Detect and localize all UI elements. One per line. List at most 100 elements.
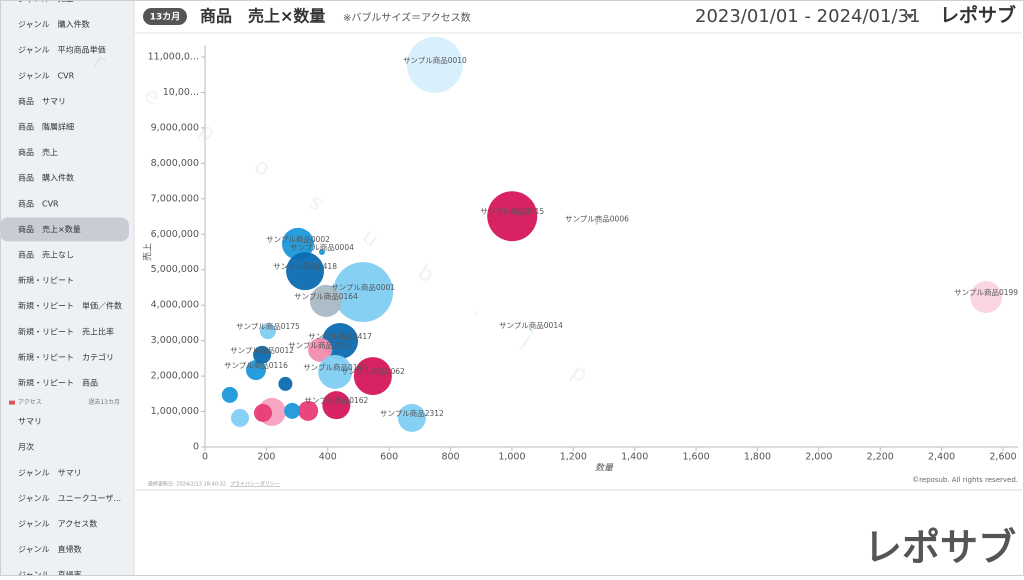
- bubble-label: サンプル商品0014: [499, 320, 563, 330]
- bubble[interactable]: [284, 402, 301, 419]
- menu-item[interactable]: ジャンル 直帰数: [18, 544, 82, 554]
- menu-item[interactable]: 新規・リピート 単価／件数: [18, 301, 122, 311]
- menu-item[interactable]: ジャンル 平均商品単価: [18, 45, 106, 55]
- dropdown-arrow[interactable]: [906, 14, 914, 19]
- bubble-label: サンプル商品0164: [294, 291, 358, 301]
- y-tick-label: 7,000,000: [151, 193, 199, 204]
- menu-item[interactable]: 商品 売上: [18, 147, 58, 157]
- bubble[interactable]: [259, 323, 276, 340]
- bubble[interactable]: [318, 249, 325, 255]
- bubble[interactable]: [286, 252, 325, 291]
- bubble[interactable]: [333, 262, 394, 323]
- bubble[interactable]: [254, 403, 273, 422]
- date-range[interactable]: 2023/01/01 - 2024/01/31: [695, 6, 920, 27]
- sidebar: [0, 0, 134, 576]
- x-tick-label: 2,600: [989, 452, 1016, 463]
- menu-item[interactable]: ジャンル 直帰率: [18, 570, 82, 580]
- menu-item[interactable]: ジャンル 購入件数: [18, 19, 90, 29]
- bubble[interactable]: [397, 403, 426, 432]
- menu-item[interactable]: 商品 購入件数: [18, 173, 74, 183]
- x-axis-title: 数量: [595, 463, 614, 474]
- bubble-label: サンプル商品0199: [954, 287, 1018, 297]
- page-title: 商品 売上×数量: [200, 7, 325, 26]
- y-tick-label: 0: [193, 442, 199, 453]
- bubble-label: サンプル商品0418: [273, 261, 337, 271]
- bubble[interactable]: [309, 284, 342, 317]
- bubble[interactable]: [281, 227, 314, 260]
- x-tick-label: 200: [257, 452, 275, 463]
- badge-text: 13カ月: [150, 12, 181, 23]
- menu-item[interactable]: 商品 サマリ: [18, 96, 66, 106]
- bubble[interactable]: [308, 337, 333, 362]
- x-tick-label: 400: [319, 452, 337, 463]
- x-tick-label: 0: [202, 452, 208, 463]
- bubble-chart: 0 1,000,000 2,000,000 3,000,000 4,000,000 5,0…: [142, 36, 1018, 474]
- menu-item[interactable]: 商品 売上×数量: [18, 224, 81, 234]
- x-tick-label: 800: [441, 452, 459, 463]
- menu-item[interactable]: ジャンル 売上: [18, 0, 74, 4]
- bubble[interactable]: [221, 386, 238, 403]
- menu-item[interactable]: 新規・リピート 商品: [18, 378, 98, 388]
- menu-item[interactable]: 商品 CVR: [18, 198, 59, 208]
- privacy-link[interactable]: プライバシーポリシー: [230, 481, 280, 488]
- bubble-label: サンプル商品0006: [565, 214, 629, 224]
- menu-item[interactable]: サマリ: [18, 417, 42, 426]
- menu-item[interactable]: 新規・リピート カテゴリ: [18, 352, 114, 362]
- copyright: ©reposub. All rights reserved.: [912, 476, 1018, 484]
- menu-item[interactable]: ジャンル ユニークユーザ...: [18, 494, 121, 503]
- menu-item[interactable]: ジャンル CVR: [18, 71, 75, 80]
- menu-item[interactable]: ジャンル サマリ: [18, 468, 82, 477]
- menu-item[interactable]: 新規・リピート 売上比率: [18, 326, 114, 336]
- bubble[interactable]: [230, 408, 249, 427]
- bubble[interactable]: [253, 345, 272, 364]
- badge: [143, 8, 187, 25]
- bubble-label: サンプル商品0417: [308, 331, 372, 341]
- bubble[interactable]: [487, 191, 538, 242]
- bubble[interactable]: [970, 281, 1003, 314]
- x-tick-label: 2,400: [928, 452, 955, 463]
- bubble[interactable]: [322, 391, 351, 420]
- x-tick-label: 1,400: [621, 452, 648, 463]
- x-tick-label: 1,600: [682, 452, 709, 463]
- bubble[interactable]: [245, 360, 266, 381]
- x-tick-label: 1,000: [498, 452, 525, 463]
- bubble[interactable]: [278, 376, 293, 391]
- logo: レポサブ: [940, 4, 1016, 27]
- bubble[interactable]: [318, 354, 353, 389]
- active-item: [0, 217, 129, 242]
- bubble-label: サンプル商品0001: [331, 282, 395, 292]
- y-axis-title: 売上: [142, 243, 154, 261]
- bubble-label: サンプル商品0010: [403, 55, 467, 65]
- menu-item[interactable]: 新規・リピート: [18, 275, 74, 285]
- x-tick-label: 600: [380, 452, 398, 463]
- y-tick-label: 3,000,000: [151, 335, 199, 346]
- menu-item[interactable]: ジャンル アクセス数: [18, 519, 97, 529]
- y-tick-label: 2,000,000: [151, 371, 199, 382]
- x-tick-label: 2,000: [805, 452, 832, 463]
- updated: 最終更新日: 2024/2/13 18:40:32: [148, 481, 226, 488]
- y-tick-label: 11,000,0...: [148, 52, 199, 63]
- menu-item[interactable]: 月次: [18, 442, 34, 452]
- x-tick-label: 1,200: [560, 452, 587, 463]
- bubble[interactable]: [298, 400, 319, 421]
- y-tick-label: 6,000,000: [151, 229, 199, 240]
- section-title: アクセス: [18, 399, 42, 406]
- bubble-label: サンプル商品0002: [266, 234, 330, 244]
- y-tick-label: 8,000,000: [151, 158, 199, 169]
- bubble[interactable]: [406, 36, 463, 93]
- section-icon: [9, 400, 15, 405]
- bubble[interactable]: [595, 222, 598, 225]
- menu-item[interactable]: 商品 階層詳細: [18, 122, 74, 132]
- bubble-label: サンプル商品0015: [480, 206, 544, 216]
- section-note: 過去13カ月: [88, 398, 120, 406]
- bubble-label: サンプル商品0160: [303, 362, 367, 372]
- bubble-label: サンプル商品0116: [224, 360, 288, 370]
- bubble[interactable]: [353, 357, 392, 396]
- menu-item[interactable]: 商品 売上なし: [18, 250, 74, 260]
- bubble-label: サンプル商品0162: [304, 395, 368, 405]
- bubble[interactable]: [529, 329, 532, 331]
- bubble-label: サンプル商品0004: [290, 242, 354, 252]
- y-tick-label: 5,000,000: [151, 264, 199, 275]
